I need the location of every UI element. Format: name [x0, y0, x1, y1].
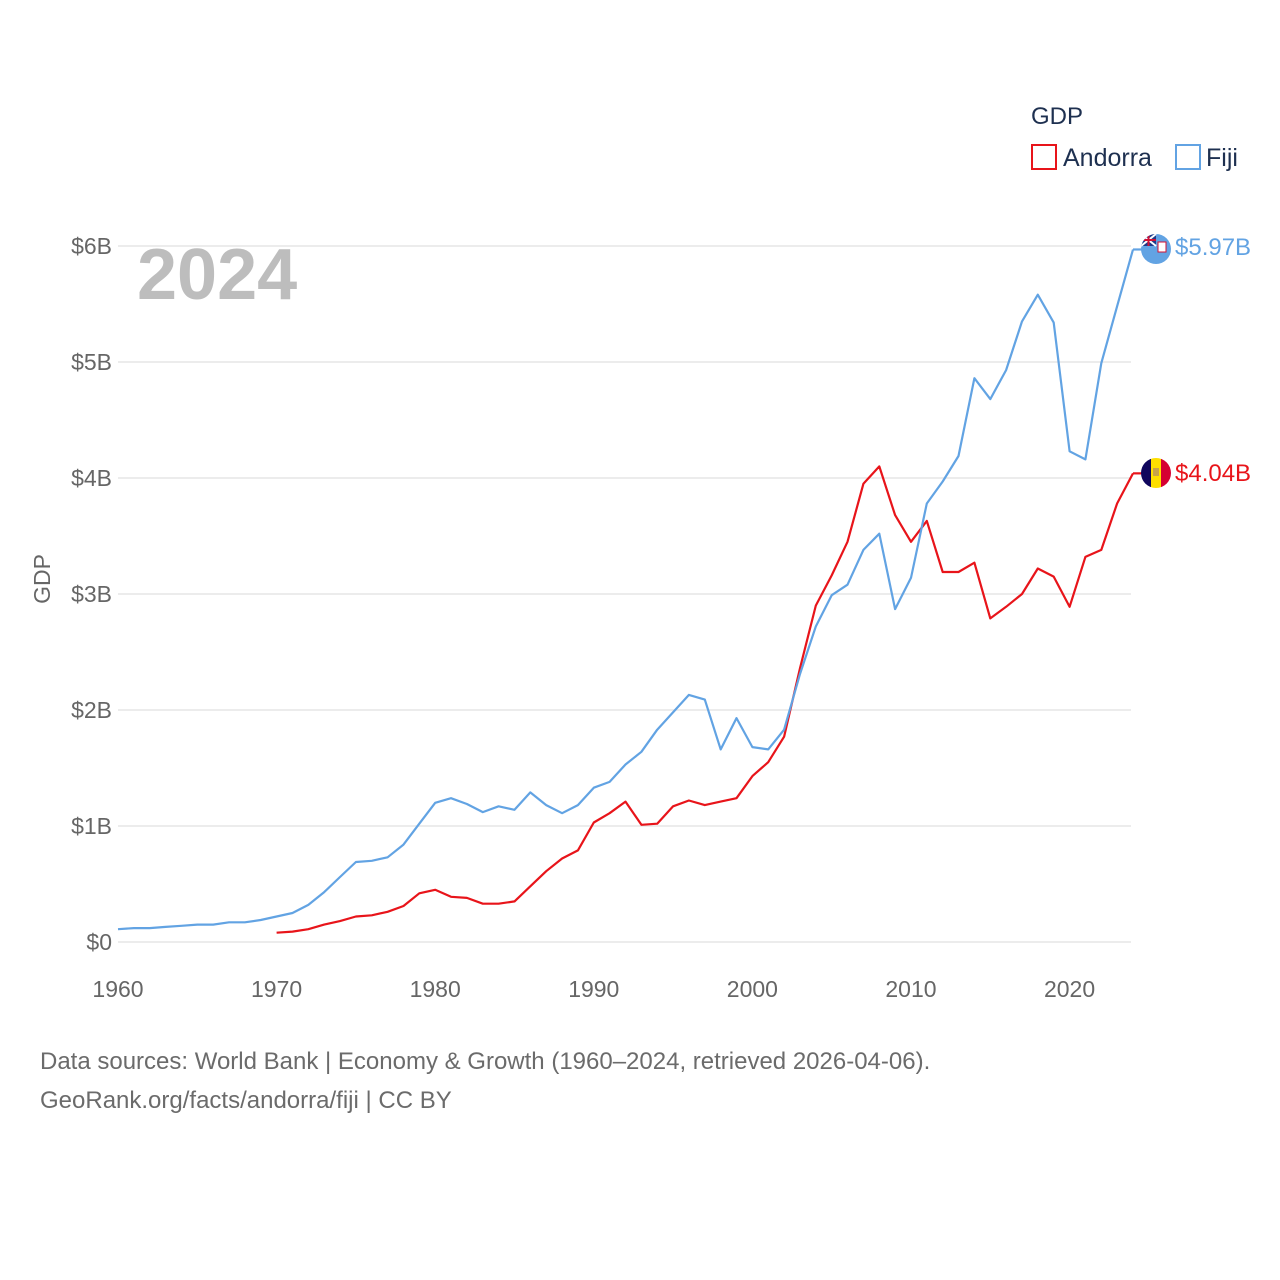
andorra-end-label: $4.04B: [1175, 460, 1251, 487]
legend-item-andorra[interactable]: Andorra: [1031, 144, 1152, 172]
x-tick-label: 1980: [410, 976, 461, 1002]
series-line-andorra: [276, 465, 1134, 934]
x-tick-label: 1970: [251, 976, 302, 1002]
x-axis: 1960 1970 1980 1990 2000 2010 2020: [92, 976, 1095, 1002]
legend-label-andorra: Andorra: [1063, 144, 1152, 172]
fiji-flag: [1141, 234, 1171, 264]
y-tick-label: $2B: [71, 697, 112, 723]
footer-source: Data sources: World Bank | Economy & Gro…: [40, 1042, 930, 1120]
gdp-line-chart: GDP Andorra Fiji $0 $1B $2B $3B $4B $5B $6B 19…: [29, 103, 1251, 1002]
y-tick-label: $1B: [71, 813, 112, 839]
x-tick-label: 1990: [568, 976, 619, 1002]
series-line-fiji: [117, 249, 1135, 931]
legend-item-fiji[interactable]: Fiji: [1175, 144, 1238, 172]
legend-swatch-andorra: [1031, 144, 1057, 170]
footer-license-line: GeoRank.org/facts/andorra/fiji | CC BY: [40, 1087, 452, 1114]
y-tick-label: $0: [86, 929, 112, 955]
series-lines: [117, 248, 1142, 934]
legend-swatch-fiji: [1175, 144, 1201, 170]
y-tick-label: $5B: [71, 349, 112, 375]
y-tick-label: $4B: [71, 465, 112, 491]
footer-source-line: Data sources: World Bank | Economy & Gro…: [40, 1048, 931, 1075]
x-tick-label: 2010: [885, 976, 936, 1002]
year-overlay: 2024: [137, 235, 297, 315]
gridlines: [118, 245, 1131, 943]
x-tick-label: 2000: [727, 976, 778, 1002]
legend-title: GDP: [1031, 103, 1083, 130]
x-tick-label: 1960: [92, 976, 143, 1002]
legend-label-fiji: Fiji: [1206, 144, 1238, 172]
y-axis: $0 $1B $2B $3B $4B $5B $6B: [71, 233, 112, 955]
y-tick-label: $3B: [71, 581, 112, 607]
y-tick-label: $6B: [71, 233, 112, 259]
fiji-end-label: $5.97B: [1175, 234, 1251, 261]
andorra-flag: [1141, 458, 1171, 488]
y-axis-title: GDP: [29, 554, 55, 604]
x-tick-label: 2020: [1044, 976, 1095, 1002]
